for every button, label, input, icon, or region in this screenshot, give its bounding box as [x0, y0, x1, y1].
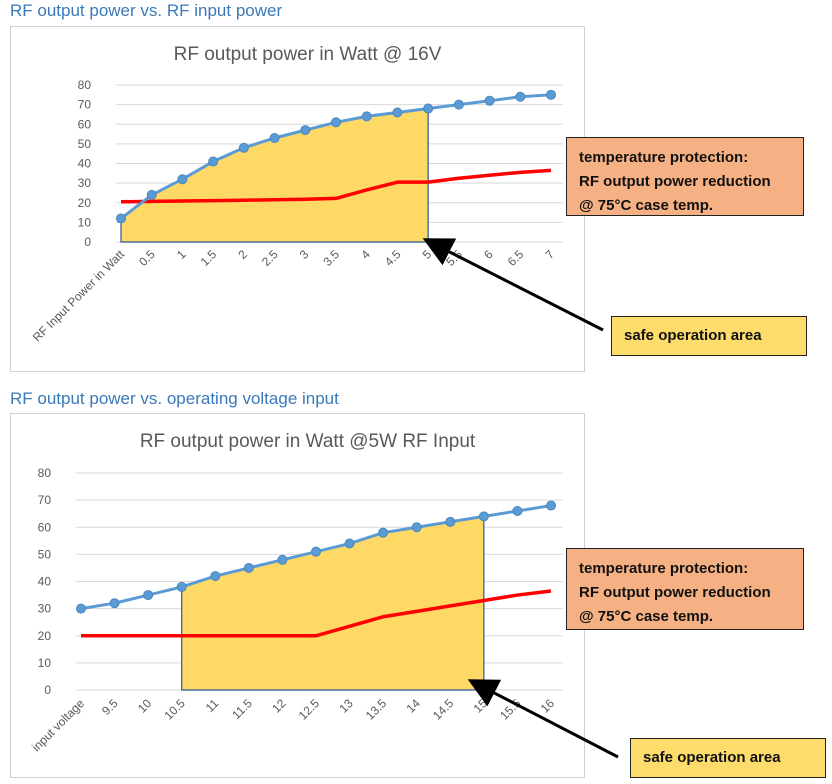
temp-protection-callout-top: temperature protection: RF output power …: [566, 137, 804, 216]
data-point: [515, 91, 526, 102]
safe-operation-callout-bottom: safe operation area: [630, 738, 826, 778]
data-point: [238, 142, 249, 153]
temp-callout-line2: RF output power reduction: [579, 173, 771, 190]
y-tick-label: 80: [78, 78, 92, 92]
data-point: [208, 156, 219, 167]
y-tick-label: 50: [78, 137, 92, 151]
data-point: [269, 132, 280, 143]
data-point: [76, 603, 86, 614]
y-tick-label: 60: [38, 520, 52, 534]
data-point: [411, 522, 422, 533]
y-tick-label: 30: [38, 602, 52, 616]
temp-callout-line1: temperature protection:: [579, 560, 749, 577]
temp-callout-line2: RF output power reduction: [579, 584, 771, 601]
data-point: [243, 562, 254, 573]
data-point: [512, 505, 523, 516]
safe-area-arrow-bottom: [467, 679, 619, 759]
chart-frame-top: RF output power in Watt @ 16V 0 10 20 30 40 50…: [10, 26, 585, 372]
data-point: [478, 511, 489, 522]
chart-frame-bottom: RF output power in Watt @5W RF Input 0 10 2…: [10, 413, 585, 778]
data-point: [300, 125, 311, 136]
data-point: [484, 95, 495, 106]
y-tick-label: 60: [78, 117, 92, 131]
data-point: [210, 571, 221, 582]
chart-top: RF output power in Watt @ 16V 0 10 20 30 40 50…: [30, 44, 563, 345]
y-tick-label: 10: [78, 215, 92, 229]
y-tick-label: 10: [38, 656, 52, 670]
y-tick-label: 40: [38, 575, 52, 589]
data-point: [546, 89, 556, 100]
data-point: [331, 117, 341, 128]
data-point: [392, 107, 403, 118]
y-tick-label: 80: [38, 466, 52, 480]
data-point: [344, 538, 355, 549]
data-point: [146, 189, 157, 200]
temp-callout-line3: @ 75°C case temp.: [579, 197, 714, 214]
temp-protection-callout-bottom: temperature protection: RF output power …: [566, 548, 804, 630]
data-point: [176, 581, 187, 592]
section-heading-top: RF output power vs. RF input power: [10, 1, 283, 20]
data-point: [378, 527, 389, 538]
data-point: [277, 554, 288, 565]
y-tick-label: 20: [78, 196, 92, 210]
section-heading-bottom: RF output power vs. operating voltage in…: [10, 389, 339, 408]
y-tick-label: 0: [84, 235, 91, 249]
data-point: [423, 103, 434, 114]
temp-callout-line1: temperature protection:: [579, 149, 749, 166]
data-point: [143, 590, 154, 601]
data-point: [116, 213, 126, 224]
temp-protection-line: [81, 589, 552, 638]
safe-operation-callout-top: safe operation area: [611, 316, 807, 356]
y-tick-label: 0: [44, 683, 51, 697]
chart-title: RF output power in Watt @5W RF Input: [140, 431, 476, 452]
chart-title: RF output power in Watt @ 16V: [174, 44, 442, 65]
safe-callout-label: safe operation area: [624, 327, 762, 344]
temp-protection-line: [120, 168, 552, 204]
data-point: [177, 174, 188, 185]
y-tick-label: 30: [78, 176, 92, 190]
chart-bottom: RF output power in Watt @5W RF Input 0 10 2…: [29, 431, 563, 754]
data-point: [445, 516, 456, 527]
safe-callout-label: safe operation area: [643, 749, 781, 766]
data-point: [453, 99, 464, 110]
y-tick-label: 70: [38, 493, 52, 507]
y-tick-label: 50: [38, 547, 52, 561]
y-tick-label: 70: [78, 98, 92, 112]
y-tick-label: 20: [38, 629, 52, 643]
temp-callout-line3: @ 75°C case temp.: [579, 608, 714, 625]
data-point: [546, 500, 556, 511]
safe-area-arrow-top: [422, 238, 604, 332]
y-tick-label: 40: [78, 157, 92, 171]
data-point: [109, 598, 120, 609]
data-point: [311, 546, 321, 557]
data-point: [361, 111, 372, 122]
